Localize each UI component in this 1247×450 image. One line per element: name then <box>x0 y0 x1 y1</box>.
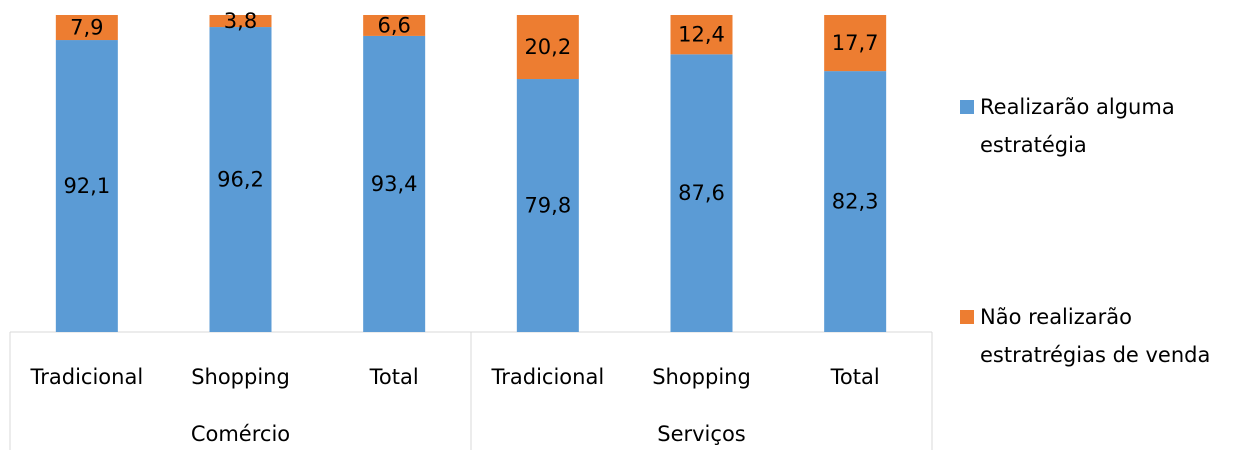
data-label: 3,8 <box>224 9 257 33</box>
bar-segment <box>516 79 579 332</box>
legend-label: Realizarão alguma estratégia <box>980 95 1175 157</box>
bar-segment <box>55 40 118 332</box>
data-label: 96,2 <box>217 168 264 192</box>
data-label: 79,8 <box>524 194 571 218</box>
bar-segment <box>516 15 579 80</box>
data-label: 12,4 <box>678 23 725 47</box>
x-tick-label: Tradicional <box>491 365 605 389</box>
data-label: 17,7 <box>832 31 879 55</box>
bar-segment <box>670 54 733 333</box>
legend-label: Não realizarão estratrégias de venda <box>980 305 1211 367</box>
bar-segment <box>209 15 272 28</box>
x-tick-label: Shopping <box>191 365 290 389</box>
x-tick-label: Total <box>830 365 880 389</box>
bar-segment <box>55 15 118 41</box>
plot: Tradicional 92,1 7,9 Shopping 96,2 3,8 Total 93… <box>9 9 933 450</box>
legend-swatch <box>960 100 974 114</box>
data-label: 82,3 <box>832 190 879 214</box>
bar-segment <box>670 15 733 55</box>
legend-item: Não realizarão estratrégias de venda <box>960 298 1242 374</box>
bar-segment <box>824 15 887 72</box>
data-label: 93,4 <box>371 172 418 196</box>
group-label: Serviços <box>657 422 745 446</box>
data-label: 92,1 <box>63 174 110 198</box>
x-tick-label: Total <box>369 365 419 389</box>
bar-segment <box>363 35 426 333</box>
data-label: 6,6 <box>377 13 410 37</box>
data-label: 7,9 <box>70 16 103 40</box>
x-tick-label: Shopping <box>652 365 751 389</box>
bar-segment <box>363 15 426 36</box>
legend-swatch <box>960 310 974 324</box>
x-tick-label: Tradicional <box>30 365 144 389</box>
legend-item: Realizarão alguma estratégia <box>960 88 1242 164</box>
data-label: 20,2 <box>524 35 571 59</box>
bar-segment <box>824 71 887 332</box>
bar-segment <box>209 27 272 333</box>
group-label: Comércio <box>191 422 290 446</box>
data-label: 87,6 <box>678 181 725 205</box>
